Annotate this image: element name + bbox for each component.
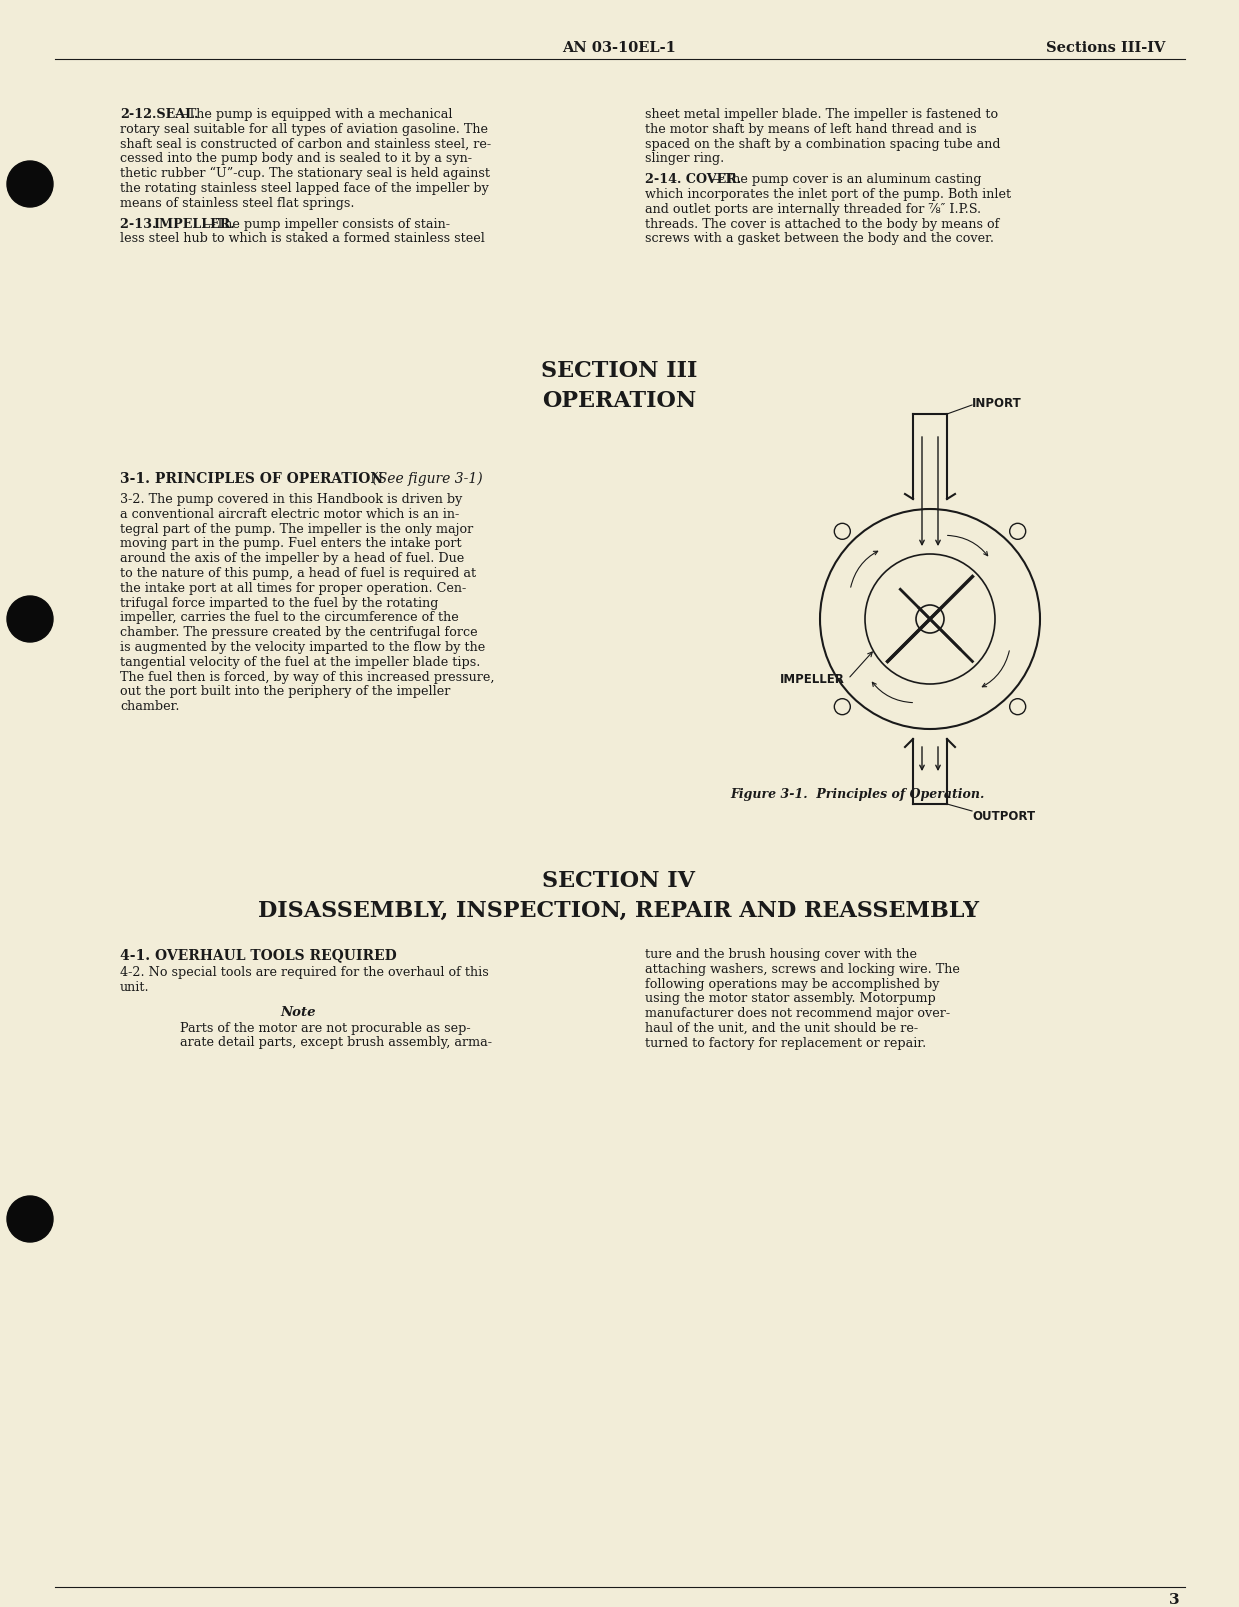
Text: SECTION IV: SECTION IV [543,869,695,892]
Text: shaft seal is constructed of carbon and stainless steel, re-: shaft seal is constructed of carbon and … [120,138,491,151]
Text: which incorporates the inlet port of the pump. Both inlet: which incorporates the inlet port of the… [646,188,1011,201]
Text: 2-13.: 2-13. [120,217,161,230]
Text: IMPELLER: IMPELLER [781,673,845,686]
Text: chamber.: chamber. [120,699,180,714]
Text: 3: 3 [1170,1593,1180,1605]
Text: slinger ring.: slinger ring. [646,153,725,166]
Text: —The pump cover is an aluminum casting: —The pump cover is an aluminum casting [711,174,981,186]
Text: IMPELLER.: IMPELLER. [154,217,235,230]
Circle shape [7,596,53,643]
Text: unit.: unit. [120,980,150,993]
Text: ture and the brush housing cover with the: ture and the brush housing cover with th… [646,948,917,961]
Text: moving part in the pump. Fuel enters the intake port: moving part in the pump. Fuel enters the… [120,537,462,550]
Text: (See figure 3-1): (See figure 3-1) [368,472,483,485]
Text: attaching washers, screws and locking wire. The: attaching washers, screws and locking wi… [646,963,960,975]
Text: rotary seal suitable for all types of aviation gasoline. The: rotary seal suitable for all types of av… [120,122,488,135]
Text: tangential velocity of the fuel at the impeller blade tips.: tangential velocity of the fuel at the i… [120,656,481,669]
Text: spaced on the shaft by a combination spacing tube and: spaced on the shaft by a combination spa… [646,138,1001,151]
Circle shape [7,162,53,207]
Text: thetic rubber “U”-cup. The stationary seal is held against: thetic rubber “U”-cup. The stationary se… [120,167,489,180]
Text: Note: Note [280,1004,316,1017]
Text: 2-12.SEAL.: 2-12.SEAL. [120,108,198,121]
Text: OPERATION: OPERATION [541,391,696,411]
Text: Parts of the motor are not procurable as sep-: Parts of the motor are not procurable as… [180,1020,471,1033]
Text: cessed into the pump body and is sealed to it by a syn-: cessed into the pump body and is sealed … [120,153,472,166]
Text: is augmented by the velocity imparted to the flow by the: is augmented by the velocity imparted to… [120,641,486,654]
Text: impeller, carries the fuel to the circumference of the: impeller, carries the fuel to the circum… [120,611,458,624]
Text: —The pump is equipped with a mechanical: —The pump is equipped with a mechanical [175,108,452,121]
Text: trifugal force imparted to the fuel by the rotating: trifugal force imparted to the fuel by t… [120,596,439,609]
Text: out the port built into the periphery of the impeller: out the port built into the periphery of… [120,685,450,697]
Text: less steel hub to which is staked a formed stainless steel: less steel hub to which is staked a form… [120,233,484,246]
Text: 4-1. OVERHAUL TOOLS REQUIRED: 4-1. OVERHAUL TOOLS REQUIRED [120,948,396,961]
Text: haul of the unit, and the unit should be re-: haul of the unit, and the unit should be… [646,1022,918,1035]
Text: turned to factory for replacement or repair.: turned to factory for replacement or rep… [646,1037,927,1049]
Text: screws with a gasket between the body and the cover.: screws with a gasket between the body an… [646,233,994,246]
Text: tegral part of the pump. The impeller is the only major: tegral part of the pump. The impeller is… [120,522,473,535]
Text: 4-2. No special tools are required for the overhaul of this: 4-2. No special tools are required for t… [120,966,488,979]
Text: Sections III-IV: Sections III-IV [1046,40,1165,55]
Text: —The pump impeller consists of stain-: —The pump impeller consists of stain- [203,217,450,230]
Text: following operations may be accomplished by: following operations may be accomplished… [646,977,939,990]
Text: means of stainless steel flat springs.: means of stainless steel flat springs. [120,196,354,209]
Text: a conventional aircraft electric motor which is an in-: a conventional aircraft electric motor w… [120,508,460,521]
Text: 3-2. The pump covered in this Handbook is driven by: 3-2. The pump covered in this Handbook i… [120,493,462,506]
Text: the motor shaft by means of left hand thread and is: the motor shaft by means of left hand th… [646,122,976,135]
Text: DISASSEMBLY, INSPECTION, REPAIR AND REASSEMBLY: DISASSEMBLY, INSPECTION, REPAIR AND REAS… [259,900,980,921]
Text: using the motor stator assembly. Motorpump: using the motor stator assembly. Motorpu… [646,992,935,1004]
Text: OUTPORT: OUTPORT [973,810,1035,823]
Text: sheet metal impeller blade. The impeller is fastened to: sheet metal impeller blade. The impeller… [646,108,999,121]
Text: around the axis of the impeller by a head of fuel. Due: around the axis of the impeller by a hea… [120,551,465,564]
Circle shape [7,1196,53,1242]
Text: Figure 3-1.  Principles of Operation.: Figure 3-1. Principles of Operation. [730,787,984,800]
Text: 3-1. PRINCIPLES OF OPERATION: 3-1. PRINCIPLES OF OPERATION [120,472,383,485]
Text: 2-14. COVER.: 2-14. COVER. [646,174,741,186]
Text: the intake port at all times for proper operation. Cen-: the intake port at all times for proper … [120,582,466,595]
Text: manufacturer does not recommend major over-: manufacturer does not recommend major ov… [646,1006,950,1019]
Text: SECTION III: SECTION III [540,360,698,382]
Text: to the nature of this pump, a head of fuel is required at: to the nature of this pump, a head of fu… [120,567,476,580]
Text: arate detail parts, except brush assembly, arma-: arate detail parts, except brush assembl… [180,1037,492,1049]
Text: AN 03-10EL-1: AN 03-10EL-1 [563,40,676,55]
Text: the rotating stainless steel lapped face of the impeller by: the rotating stainless steel lapped face… [120,182,489,194]
Text: and outlet ports are internally threaded for ⅞″ I.P.S.: and outlet ports are internally threaded… [646,202,981,215]
Text: threads. The cover is attached to the body by means of: threads. The cover is attached to the bo… [646,217,1000,230]
Text: chamber. The pressure created by the centrifugal force: chamber. The pressure created by the cen… [120,625,477,640]
Text: The fuel then is forced, by way of this increased pressure,: The fuel then is forced, by way of this … [120,670,494,683]
Text: INPORT: INPORT [973,397,1022,410]
